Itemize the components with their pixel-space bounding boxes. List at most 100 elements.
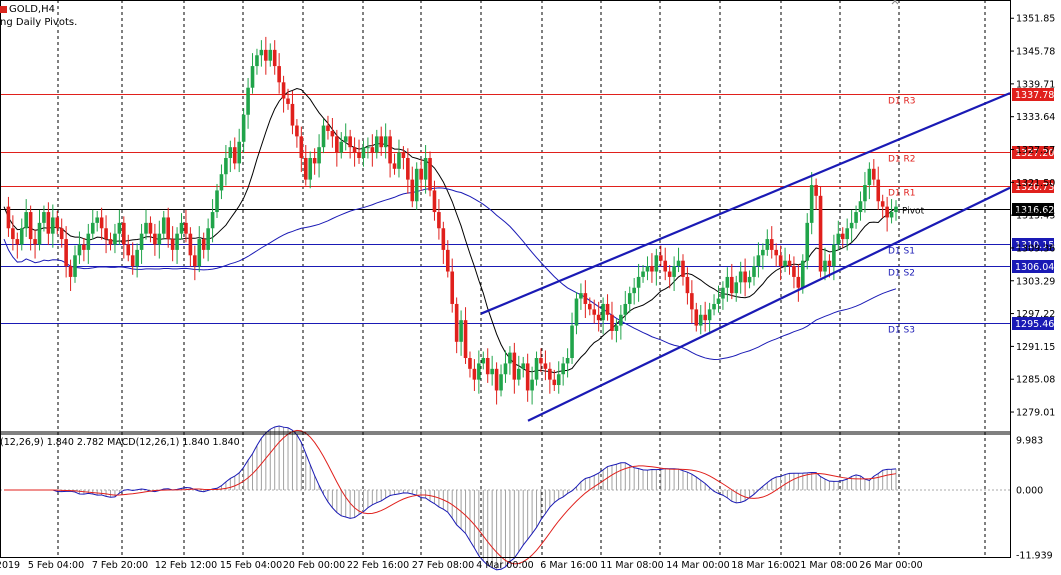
candle-body	[193, 255, 197, 267]
candle-body	[361, 147, 366, 158]
price-tag	[1012, 180, 1054, 193]
y-tick-label: 1315.43	[1016, 211, 1055, 222]
candle-body	[521, 363, 526, 369]
close-icon[interactable]	[890, 0, 900, 6]
candle-body	[641, 271, 645, 277]
candle-body	[765, 239, 770, 250]
y-tick-label: 1309.36	[1016, 243, 1055, 254]
candle-body	[237, 141, 242, 164]
candle-body	[876, 179, 881, 202]
trend-line-lower	[527, 186, 1011, 422]
x-tick-label: 4 Mar 00:00	[476, 560, 533, 571]
candle-body	[468, 358, 472, 369]
pivot-labels: D1 R3 1337.78 D1 R2 1327.20 D1 R1 1320.73 Pivo…	[888, 88, 1054, 336]
candle-body	[290, 103, 295, 126]
candle-body	[441, 228, 446, 250]
candle-body	[24, 212, 28, 229]
y-tick-label: 1351.85	[1016, 14, 1055, 25]
candle-body	[308, 157, 313, 180]
candle-body	[610, 314, 614, 331]
candle-body	[99, 217, 104, 229]
macd-line	[4, 425, 897, 571]
candle-body	[716, 298, 721, 304]
candle-body	[108, 239, 113, 245]
x-tick-label: 20 Feb 00:00	[283, 560, 345, 571]
candle-body	[725, 276, 730, 288]
pivot-name-label: Pivot	[902, 207, 925, 217]
macd-signal-line	[4, 429, 897, 565]
candle-body	[135, 249, 139, 267]
candle-body	[366, 147, 370, 149]
candle-body	[663, 260, 668, 272]
price-tag	[1012, 238, 1054, 251]
candle-body	[769, 239, 774, 250]
price-tag	[1012, 203, 1054, 216]
pivot-name-label: D1 R2	[888, 155, 916, 165]
candle-body	[197, 239, 202, 267]
candle-body	[264, 49, 268, 61]
candle-body	[11, 228, 15, 240]
candle-body	[82, 244, 86, 250]
candle-body	[809, 185, 814, 223]
candle-body	[681, 260, 685, 277]
candle-body	[867, 168, 872, 186]
y-tick-label: 1345.78	[1016, 47, 1055, 58]
price-tag-label: 1337.78	[1015, 90, 1054, 101]
candle-body	[73, 255, 77, 277]
candle-body	[743, 271, 747, 283]
candle-body	[543, 363, 548, 369]
candle-body	[654, 255, 659, 272]
macd-y-tick-label: -11.939	[1016, 551, 1053, 562]
candle-body	[579, 293, 583, 299]
candle-body	[348, 136, 352, 148]
macd-indicator-label: (12,26,9) 1.840 2.782 MACD(12,26,1) 1.84…	[0, 437, 240, 448]
price-tag	[1012, 146, 1054, 159]
x-tick-label: 15 Feb 04:00	[220, 560, 282, 571]
pivot-lines	[0, 94, 1010, 324]
chart-title-block: GOLD,H4 ng Daily Pivots.	[0, 3, 77, 29]
candle-body	[59, 228, 64, 240]
candle-body	[712, 303, 716, 310]
ma-fast-line	[3, 87, 897, 374]
candle-body	[503, 363, 508, 375]
candle-body	[694, 309, 699, 326]
candle-body	[295, 125, 299, 137]
candle-body	[321, 125, 326, 148]
candle-body	[583, 293, 588, 304]
candle-body	[632, 287, 636, 294]
candle-body	[161, 217, 166, 234]
candle-body	[889, 212, 894, 218]
candle-body	[432, 190, 437, 213]
pivot-name-label: D1 S2	[888, 269, 915, 279]
pivot-name-label: D1 S3	[888, 326, 915, 336]
x-tick-label: 21 Mar 08:00	[794, 560, 857, 571]
candle-body	[210, 212, 215, 229]
candle-body	[113, 233, 117, 245]
candle-body	[42, 212, 46, 223]
candle-body	[512, 352, 517, 380]
y-tick-label: 1321.50	[1016, 178, 1055, 189]
candle-body	[397, 152, 401, 169]
candle-body	[880, 201, 885, 207]
price-tag	[1012, 317, 1054, 330]
candle-body	[627, 293, 632, 304]
candle-body	[548, 368, 552, 380]
candle-body	[383, 136, 388, 148]
candle-body	[37, 222, 42, 245]
candle-body	[774, 249, 778, 256]
candle-body	[605, 303, 610, 315]
candle-body	[645, 266, 650, 272]
pivot-name-label: D1 R3	[888, 97, 916, 107]
candle-body	[326, 125, 330, 131]
y-tick-label: 1279.01	[1016, 408, 1055, 419]
candle-body	[201, 239, 206, 250]
candle-body	[570, 325, 574, 359]
x-tick-label: 27 Feb 08:00	[412, 560, 474, 571]
candle-body	[818, 195, 823, 272]
chart-grid	[57, 0, 986, 557]
candle-body	[250, 66, 255, 88]
candle-body	[122, 222, 126, 245]
pivot-name-label: D1 R1	[888, 189, 916, 199]
candle-body	[179, 222, 184, 234]
